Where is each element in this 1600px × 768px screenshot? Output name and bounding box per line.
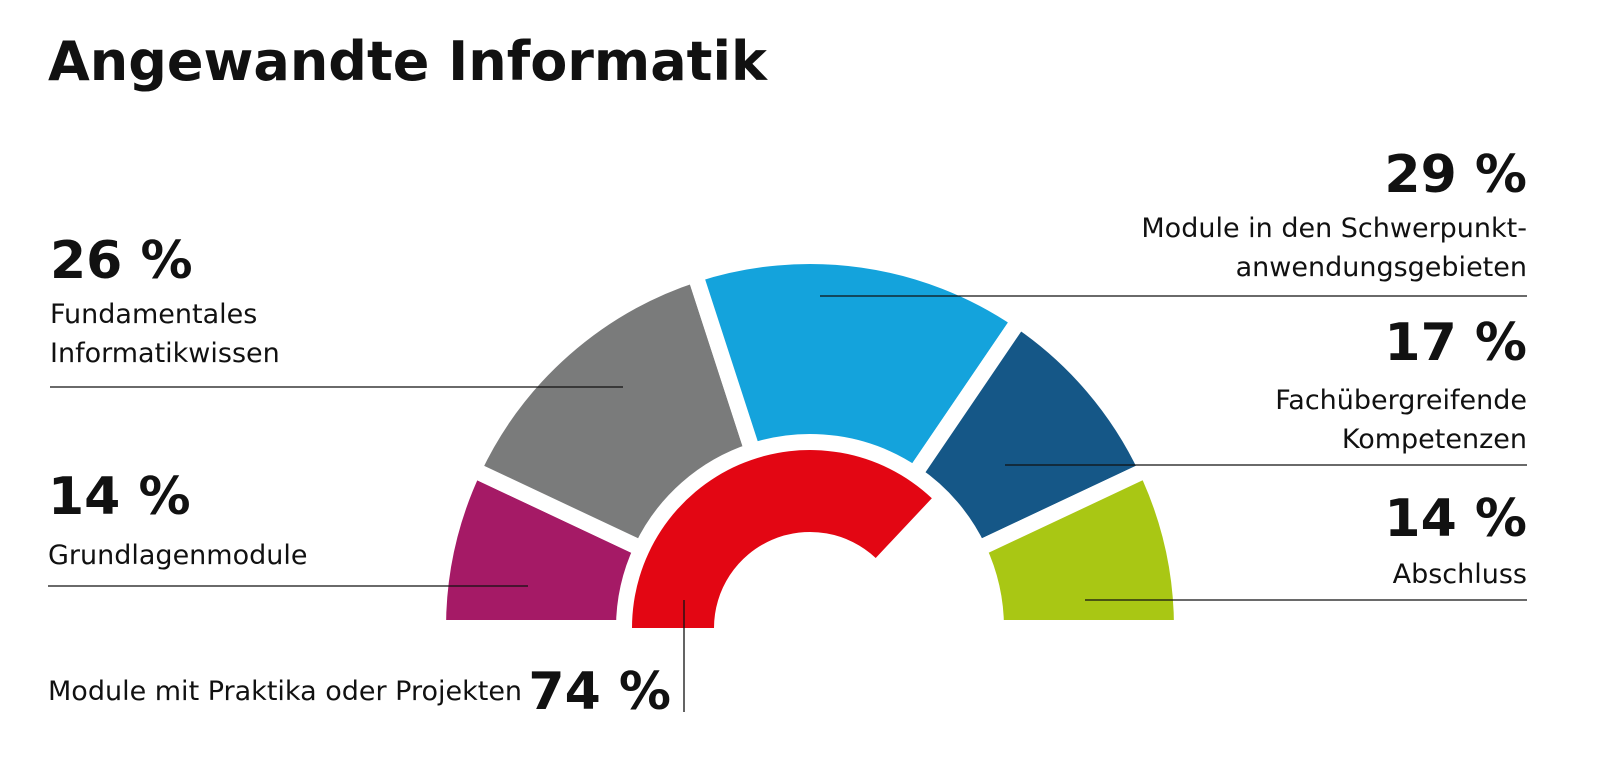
label-fachuebergreifende-kompetenzen-line-2: Kompetenzen <box>1342 424 1527 455</box>
segment-abschluss <box>967 458 1191 636</box>
segment-fundamentales-informatikwissen <box>462 264 763 560</box>
label-module-mit-praktika-oder-projekten: Module mit Praktika oder Projekten <box>48 676 522 707</box>
label-fundamentales-informatikwissen-line-1: Fundamentales <box>50 299 257 330</box>
pct-label-module-in-den-schwerpunktanwendungsgebieten: 29 % <box>1384 145 1527 205</box>
segment-grundlagenmodule <box>429 458 653 636</box>
pct-label-fundamentales-informatikwissen: 26 % <box>50 231 193 291</box>
leader-lines <box>48 295 1527 712</box>
label-fundamentales-informatikwissen-line-2: Informatikwissen <box>50 338 280 369</box>
label-module-in-den-schwerpunktanwendungsgebieten-line-2: anwendungsgebieten <box>1236 252 1527 283</box>
pct-label-module-mit-praktika-oder-projekten: 74 % <box>528 662 671 722</box>
label-fachuebergreifende-kompetenzen-line-1: Fachübergreifende <box>1275 385 1527 416</box>
segment-labels: 14 % Grundlagenmodule 26 % Fundamentales Inf… <box>48 145 1527 722</box>
segment-module-in-den-schwerpunktanwendungsgebieten <box>684 248 1031 486</box>
label-abschluss-line-1: Abschluss <box>1393 559 1527 590</box>
pct-label-grundlagenmodule: 14 % <box>48 467 191 527</box>
pct-label-abschluss: 14 % <box>1384 489 1527 549</box>
outer-ring <box>429 248 1191 636</box>
pct-label-fachuebergreifende-kompetenzen: 17 % <box>1384 313 1527 373</box>
segment-module-mit-praktika-oder-projekten <box>632 450 932 628</box>
page-title: Angewandte Informatik <box>48 30 768 93</box>
label-grundlagenmodule-line-1: Grundlagenmodule <box>48 540 307 571</box>
label-module-in-den-schwerpunktanwendungsgebieten-line-1: Module in den Schwerpunkt- <box>1141 213 1527 244</box>
inner-ring <box>632 450 932 628</box>
